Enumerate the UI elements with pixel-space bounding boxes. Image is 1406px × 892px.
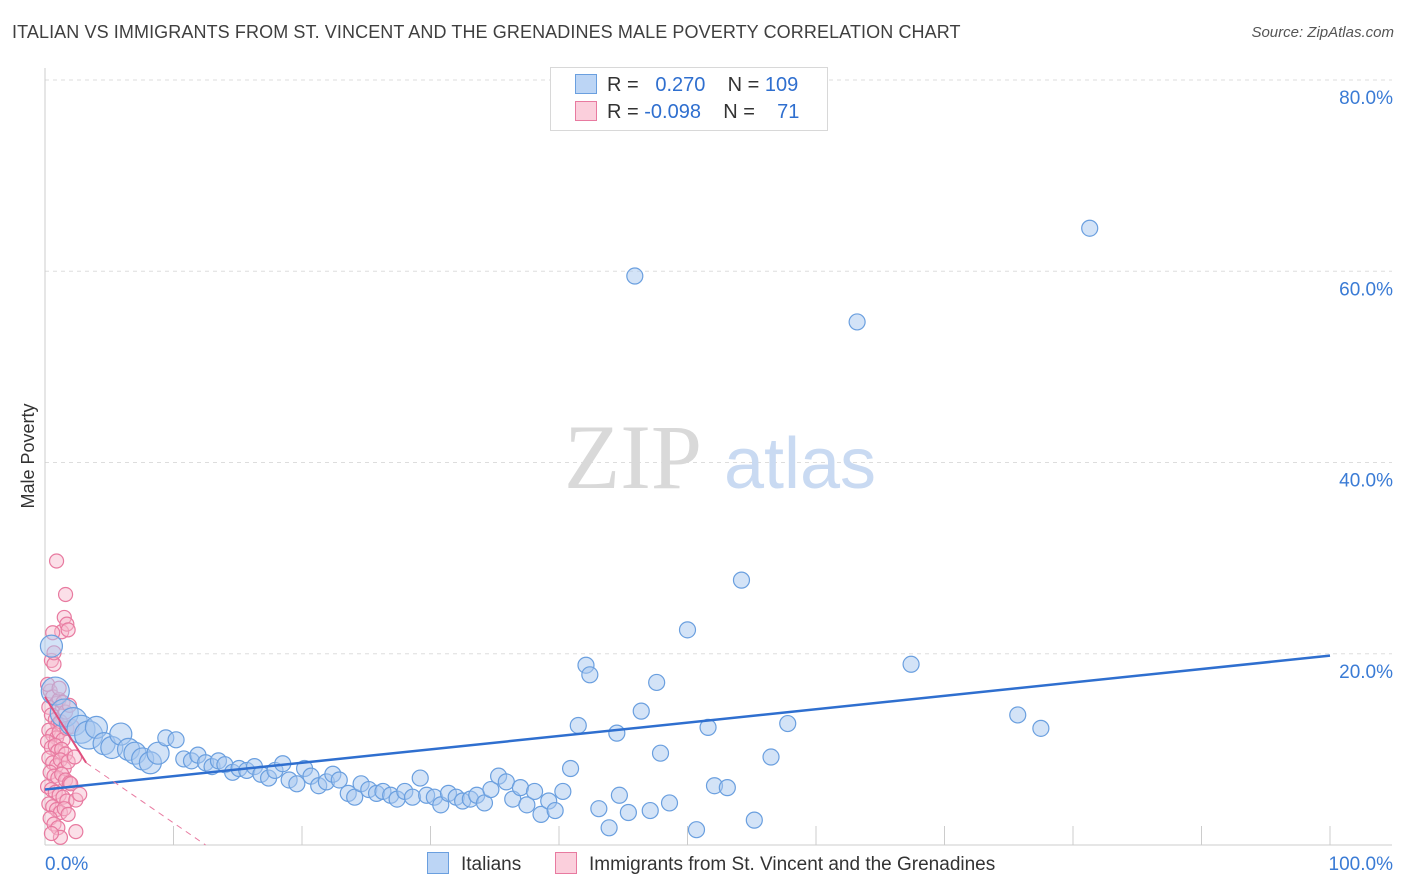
italians-point	[660, 794, 679, 812]
italians-points	[39, 219, 1099, 839]
trend-lines	[44, 654, 1331, 846]
italians-point	[581, 666, 599, 684]
italians-point	[648, 673, 666, 692]
legend-n-value: 71	[777, 101, 800, 123]
italians-point	[762, 748, 780, 766]
legend-swatch-pink	[575, 101, 597, 121]
chart-title: ITALIAN VS IMMIGRANTS FROM ST. VINCENT A…	[12, 22, 961, 42]
immigrants-point	[68, 824, 84, 840]
y-tick-labels: 20.0% 40.0% 60.0% 80.0%	[1339, 88, 1393, 683]
watermark: ZIP atlas	[564, 406, 876, 508]
y-axis-label: Male Poverty	[18, 403, 38, 508]
y-tick-label: 80.0%	[1339, 88, 1393, 109]
watermark-atlas: atlas	[724, 424, 876, 504]
italians-point	[403, 788, 422, 806]
italians-point	[687, 821, 706, 839]
x-tick-label: 0.0%	[45, 854, 88, 875]
italians-trend-line	[44, 654, 1331, 791]
legend-r-value: -0.098	[644, 101, 701, 123]
italians-point	[779, 714, 797, 733]
italians-point	[619, 803, 637, 822]
bottom-legend-label: Immigrants from St. Vincent and the Gren…	[589, 854, 996, 875]
italians-point	[718, 779, 736, 797]
x-tick-label: 100.0%	[1329, 854, 1394, 875]
legend-n-label: N =	[727, 74, 760, 96]
immigrants-point	[48, 553, 65, 569]
legend-n-value: 109	[764, 74, 799, 96]
legend-r-label: R =	[607, 74, 639, 96]
bottom-legend-swatch-blue	[427, 852, 449, 874]
italians-point	[626, 267, 644, 285]
italians-point	[632, 702, 650, 720]
immigrants-point	[60, 806, 76, 823]
legend-swatch-blue	[575, 74, 597, 94]
italians-point	[1009, 706, 1027, 724]
y-tick-label: 40.0%	[1339, 471, 1393, 492]
italians-point	[1081, 219, 1099, 237]
italians-point	[651, 744, 670, 762]
italians-point	[641, 801, 659, 820]
italians-point	[590, 800, 608, 818]
grid-lines	[45, 79, 1392, 655]
italians-point	[569, 716, 587, 735]
immigrants-point	[57, 586, 74, 603]
bottom-legend-swatch-pink	[555, 852, 577, 874]
bottom-legend-label: Italians	[461, 854, 522, 875]
correlation-legend: R = 0.270 N = 109 R = -0.098 N = 71	[550, 67, 828, 131]
immigrants-trend-line	[44, 696, 87, 764]
y-tick-label: 60.0%	[1339, 279, 1393, 300]
italians-point	[411, 769, 429, 787]
italians-point	[561, 759, 580, 778]
legend-n-label: N =	[723, 101, 755, 123]
italians-point	[330, 771, 348, 789]
immigrants-trend-extension	[85, 762, 206, 846]
italians-point	[518, 796, 536, 814]
immigrants-point	[43, 825, 60, 842]
immigrants-point	[60, 622, 76, 638]
italians-point	[511, 779, 530, 797]
italians-point	[848, 313, 866, 331]
italians-point	[608, 724, 626, 742]
italians-point	[39, 634, 64, 658]
italians-point	[610, 786, 628, 804]
italians-point	[554, 782, 572, 801]
source-label: Source: ZipAtlas.com	[1251, 24, 1394, 41]
italians-point	[745, 811, 763, 829]
italians-point	[288, 775, 306, 793]
italians-point	[146, 741, 170, 765]
legend-r-label: R =	[607, 101, 639, 123]
bottom-legend-immigrants: Immigrants from St. Vincent and the Gren…	[555, 852, 995, 876]
italians-point	[546, 801, 564, 820]
immigrants-point	[72, 786, 88, 802]
italians-point	[482, 780, 500, 799]
italians-point	[1032, 719, 1050, 737]
italians-point	[678, 621, 697, 639]
immigrants-point	[52, 829, 69, 845]
italians-point	[167, 731, 185, 749]
italians-point	[902, 655, 920, 673]
bottom-legend-italians: Italians	[427, 852, 521, 876]
legend-r-value: 0.270	[655, 74, 706, 96]
watermark-zip: ZIP	[564, 406, 702, 508]
x-tick-labels: 0.0% 100.0%	[45, 854, 1393, 875]
italians-point	[732, 571, 751, 589]
legend-row-immigrants: R = -0.098 N = 71	[575, 101, 799, 125]
axes	[44, 68, 1392, 846]
legend-row-italians: R = 0.270 N = 109	[575, 74, 798, 98]
immigrants-point	[59, 616, 75, 632]
y-tick-label: 20.0%	[1339, 662, 1393, 683]
italians-point	[600, 819, 618, 837]
italians-point	[525, 782, 544, 801]
